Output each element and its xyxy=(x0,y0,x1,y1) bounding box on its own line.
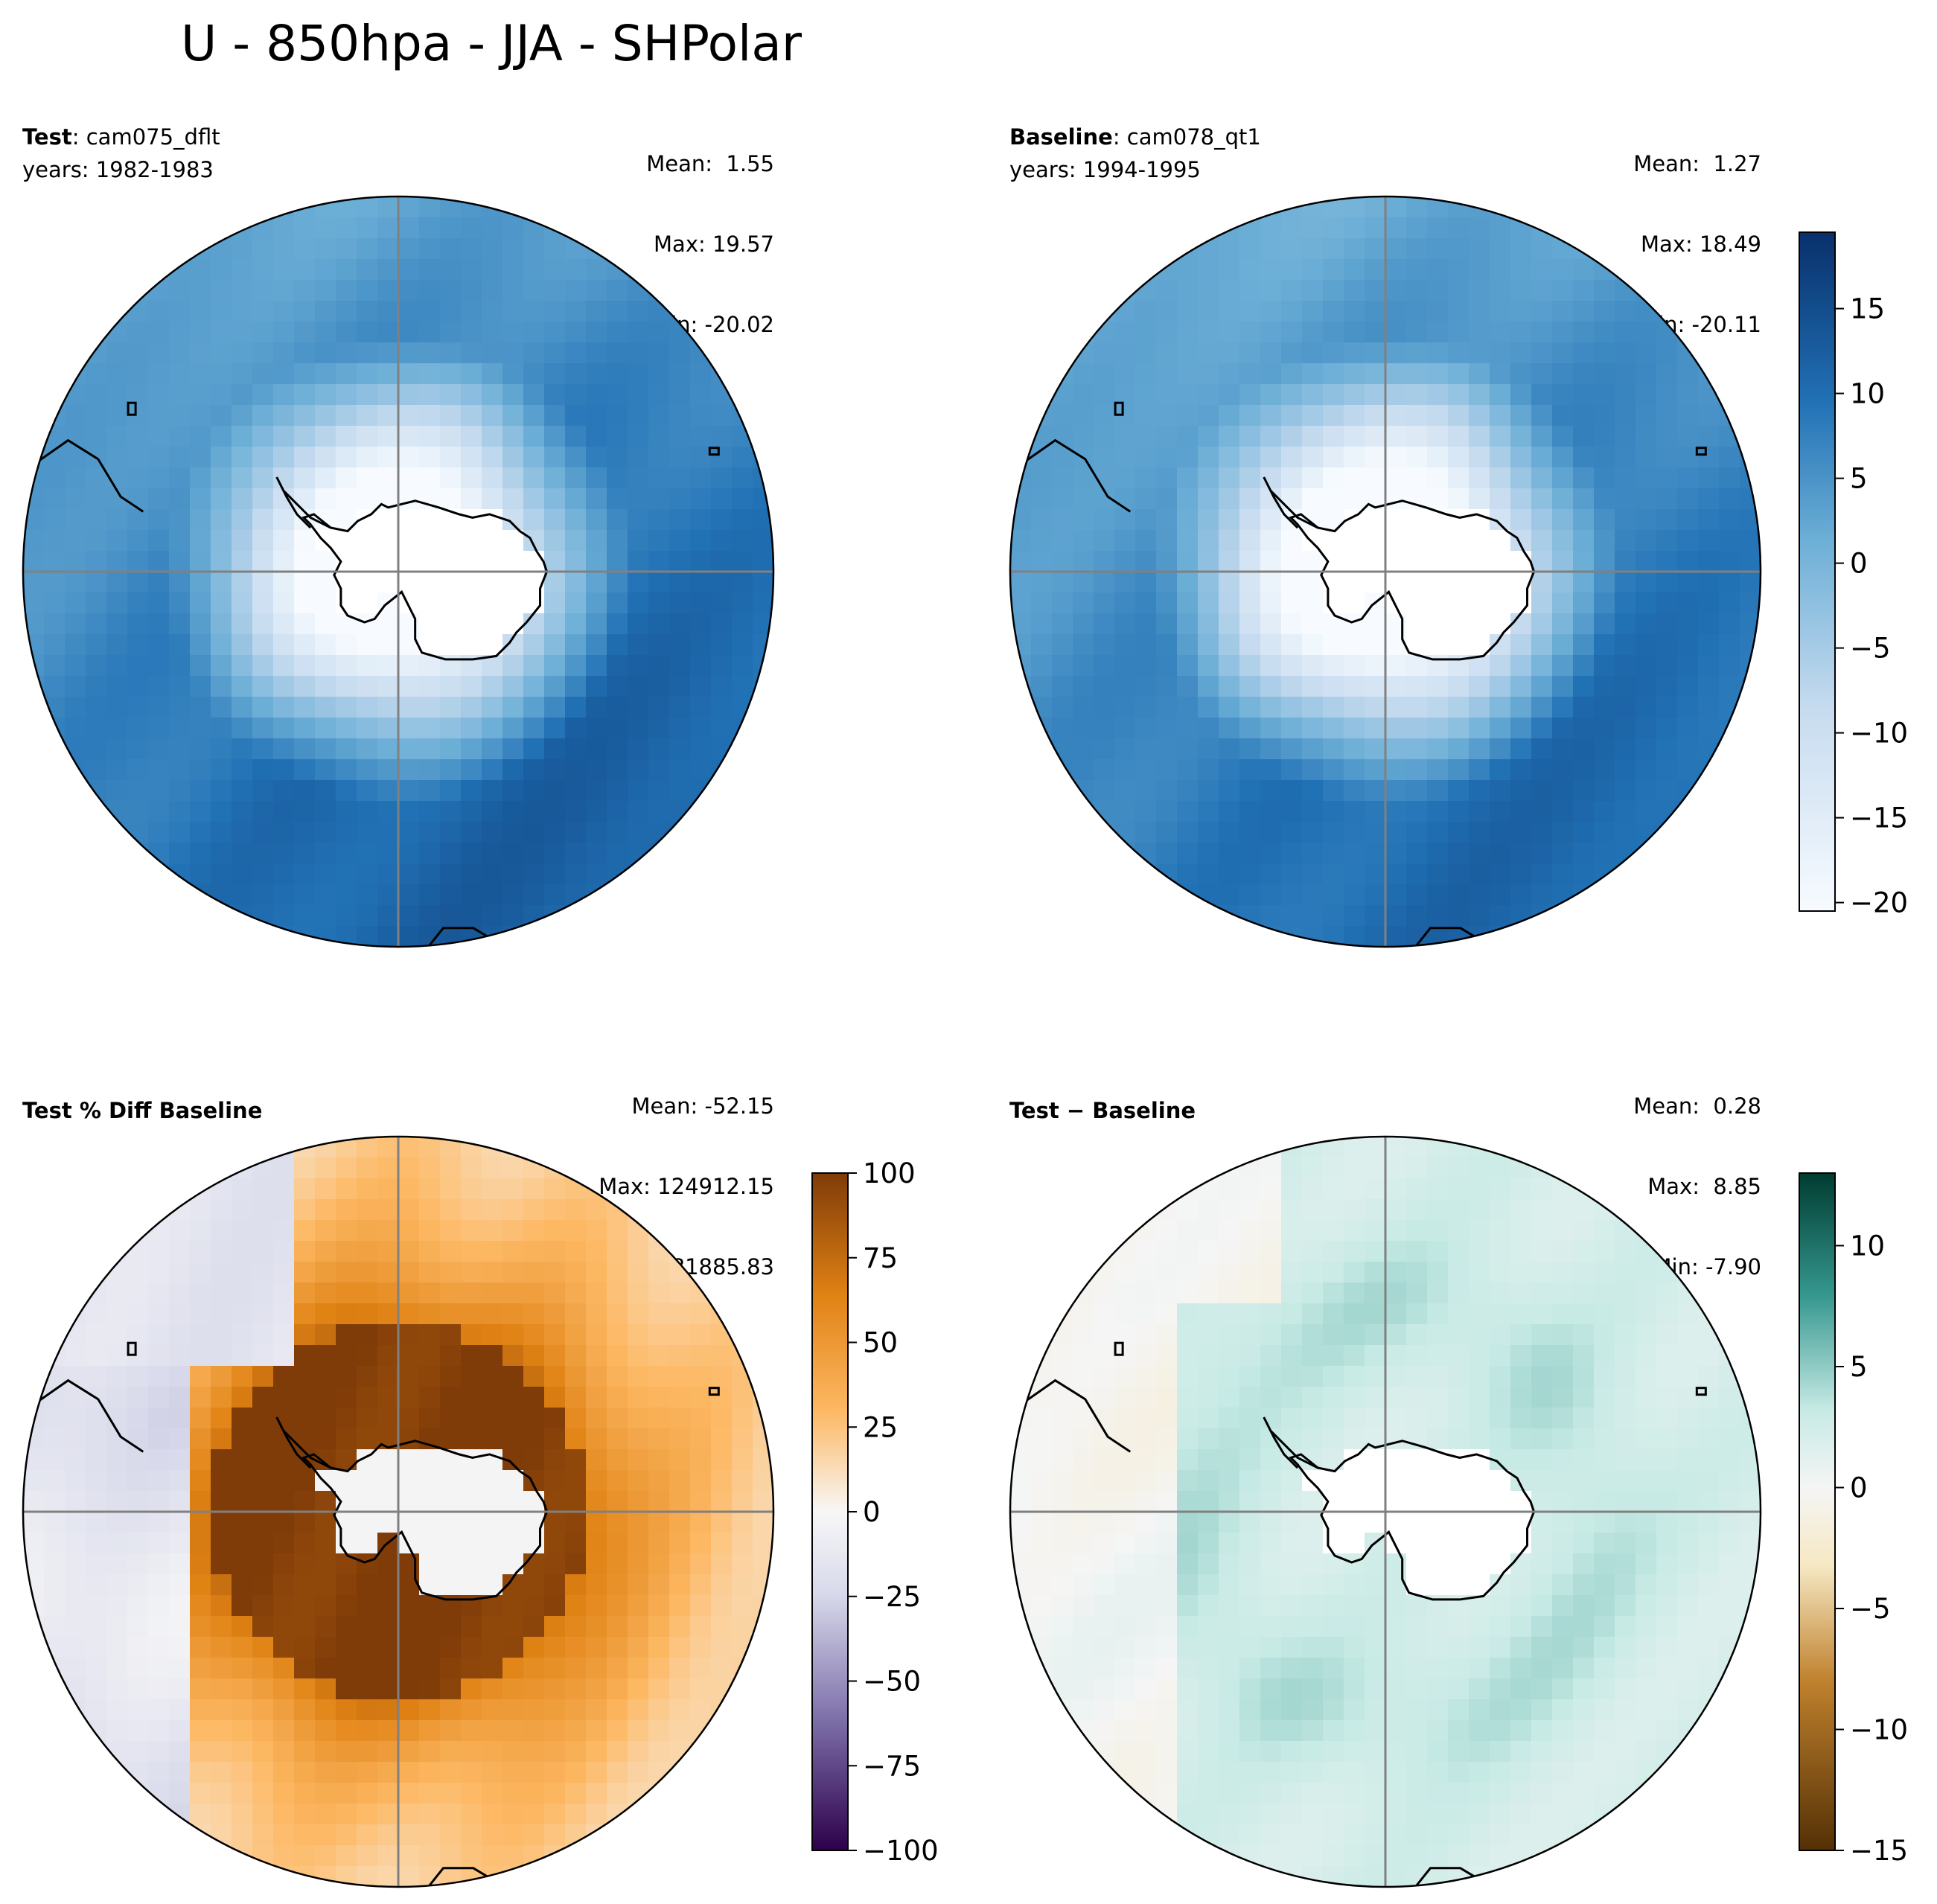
antarctica-coastline xyxy=(1289,1440,1536,1601)
colorbar-pctdiff: 100 75 50 25 0 −25 −50 −75 −100 xyxy=(811,1157,939,1867)
colorbar-tick-label: −5 xyxy=(1850,1593,1891,1625)
colorbar-tick-label: −50 xyxy=(863,1666,921,1698)
test-label-case: : cam075_dflt xyxy=(71,124,220,150)
colorbar-tick-label: 15 xyxy=(1850,293,1885,325)
colorbar-tick-label: 50 xyxy=(863,1327,898,1359)
pctdiff-max: Max: 124912.15 xyxy=(599,1174,774,1199)
antarctica-coastline xyxy=(1289,499,1536,661)
colorbar-tick-label: 5 xyxy=(1850,463,1868,495)
colorbar-top: 15 10 5 0 −5 −10 −15 −20 xyxy=(1799,231,1908,919)
colorbar-tick-label: −75 xyxy=(863,1750,921,1782)
colorbar-tick-label: 0 xyxy=(863,1496,881,1528)
colorbar-tick-label: 25 xyxy=(863,1411,898,1443)
diff-mean: Mean: 0.28 xyxy=(1633,1093,1761,1119)
baseline-stats: Mean: 1.27 Max: 18.49 Min: -20.11 xyxy=(1633,97,1761,365)
colorbar-tick-label: −10 xyxy=(1850,718,1908,750)
colorbar-tick-label: 75 xyxy=(863,1242,898,1274)
baseline-min: Min: -20.11 xyxy=(1639,312,1761,337)
diff-panel-label: Test − Baseline xyxy=(1009,1098,1196,1123)
colorbar-tick-label: 0 xyxy=(1850,548,1868,580)
pctdiff-panel-label: Test % Diff Baseline xyxy=(22,1098,263,1123)
test-panel-label: Test: cam075_dflt xyxy=(22,124,220,150)
test-mean: Mean: 1.55 xyxy=(646,151,774,176)
colorbar-tick-label: −10 xyxy=(1850,1714,1908,1746)
test-label-bold: Test xyxy=(22,124,72,150)
baseline-max: Max: 18.49 xyxy=(1641,231,1761,257)
map-boundary xyxy=(1009,195,1762,948)
figure-title: U - 850hpa - JJA - SHPolar xyxy=(181,15,802,72)
colorbar-tick-label: 100 xyxy=(863,1157,916,1189)
colorbar-tick-label: −15 xyxy=(1850,802,1908,834)
baseline-label-case: : cam078_qt1 xyxy=(1112,124,1261,150)
map-boundary xyxy=(22,1135,775,1888)
diff-max: Max: 8.85 xyxy=(1647,1174,1761,1199)
colorbar-tick-label: −5 xyxy=(1850,633,1891,665)
map-boundary xyxy=(22,195,775,948)
antarctica-coastline xyxy=(301,1440,549,1601)
colorbar-tick-label: 10 xyxy=(1850,1230,1885,1262)
test-years: years: 1982-1983 xyxy=(22,157,214,182)
baseline-label-bold: Baseline xyxy=(1009,124,1113,150)
test-max: Max: 19.57 xyxy=(654,231,774,257)
baseline-panel-label: Baseline: cam078_qt1 xyxy=(1009,124,1261,150)
baseline-mean: Mean: 1.27 xyxy=(1633,151,1761,176)
colorbar-tick-label: 10 xyxy=(1850,378,1885,410)
baseline-years: years: 1994-1995 xyxy=(1009,157,1201,182)
colorbar-tick-label: −15 xyxy=(1850,1835,1908,1867)
colorbar-tick-label: −100 xyxy=(863,1835,939,1867)
map-boundary xyxy=(1009,1135,1762,1888)
antarctica-coastline xyxy=(301,499,549,661)
colorbar-tick-label: 5 xyxy=(1850,1351,1868,1383)
colorbar-tick-label: 0 xyxy=(1850,1472,1868,1504)
colorbar-tick-label: −20 xyxy=(1850,887,1908,919)
pctdiff-mean: Mean: -52.15 xyxy=(631,1093,775,1119)
colorbar-tick-label: −25 xyxy=(863,1581,921,1613)
colorbar-diff: 10 5 0 −5 −10 −15 xyxy=(1799,1172,1908,1867)
